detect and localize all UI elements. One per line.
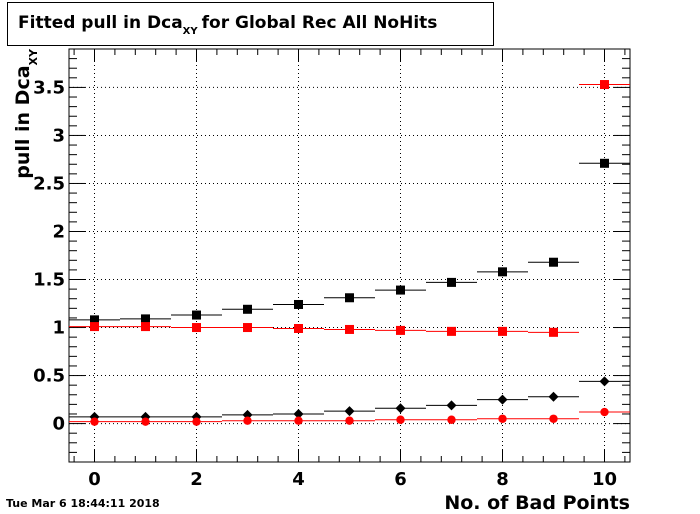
data-point-square: [447, 277, 456, 287]
x-tick-label: 0: [88, 469, 101, 490]
data-point-circle: [192, 417, 201, 426]
chart-title-rest: for Global Rec All NoHits: [201, 13, 438, 33]
y-tick-label: 2.5: [33, 173, 65, 194]
data-point-square: [498, 326, 507, 336]
data-point-diamond: [395, 403, 406, 414]
data-point-circle: [294, 416, 303, 425]
data-point-diamond: [344, 406, 355, 417]
data-point-square: [294, 323, 303, 333]
data-point-circle: [600, 407, 609, 417]
data-point-square: [345, 293, 354, 303]
chart-title-box: Fitted pull in DcaXY for Global Rec All N…: [7, 2, 494, 46]
data-point-square: [396, 325, 405, 335]
data-point-circle: [141, 417, 150, 426]
data-point-square: [192, 323, 201, 333]
data-point-square: [600, 158, 609, 168]
y-axis-title: pull in DcaXY: [12, 48, 40, 179]
data-point-diamond: [293, 408, 304, 419]
data-point-diamond: [599, 376, 610, 387]
y-axis-title-main: pull in Dca: [12, 65, 34, 178]
data-point-square: [549, 327, 558, 337]
x-tick-label: 2: [190, 469, 203, 490]
y-axis-title-subscript: XY: [27, 48, 40, 65]
chart-title-main: Fitted pull in Dca: [18, 13, 183, 33]
plot-frame: [68, 48, 631, 463]
data-point-circle: [90, 417, 99, 426]
data-point-square: [345, 324, 354, 334]
data-point-square: [600, 80, 609, 90]
data-point-square: [192, 310, 201, 320]
y-tick-label: 1: [52, 318, 65, 339]
data-point-square: [498, 267, 507, 277]
chart-title-subscript: XY: [182, 26, 198, 37]
y-tick-label: 0.5: [33, 366, 65, 387]
data-point-square: [243, 323, 252, 333]
data-point-diamond: [497, 394, 508, 405]
data-point-circle: [447, 415, 456, 424]
x-tick-label: 4: [292, 469, 305, 490]
y-tick-label: 0: [52, 414, 65, 435]
y-tick-label: 3: [52, 125, 65, 146]
data-point-square: [141, 322, 150, 332]
data-point-square: [90, 315, 99, 325]
data-point-diamond: [548, 391, 559, 402]
data-point-square: [447, 326, 456, 336]
data-point-square: [294, 299, 303, 309]
data-point-square: [549, 257, 558, 267]
data-point-circle: [498, 414, 507, 423]
data-point-circle: [345, 416, 354, 425]
data-point-square: [90, 322, 99, 332]
data-point-circle: [549, 414, 558, 423]
data-point-circle: [243, 416, 252, 425]
x-tick-label: 6: [394, 469, 407, 490]
data-point-square: [141, 314, 150, 324]
x-tick-label: 10: [592, 469, 617, 490]
chart-title: Fitted pull in DcaXY for Global Rec All N…: [18, 13, 437, 37]
y-tick-label: 2: [52, 221, 65, 242]
data-point-circle: [396, 415, 405, 424]
data-point-square: [243, 304, 252, 314]
y-tick-label: 1.5: [33, 270, 65, 291]
data-point-diamond: [446, 400, 457, 411]
data-point-square: [396, 285, 405, 295]
y-tick-label: 3.5: [33, 77, 65, 98]
x-axis-title: No. of Bad Points: [444, 492, 630, 514]
x-tick-label: 8: [496, 469, 509, 490]
timestamp: Tue Mar 6 18:44:11 2018: [6, 497, 160, 510]
